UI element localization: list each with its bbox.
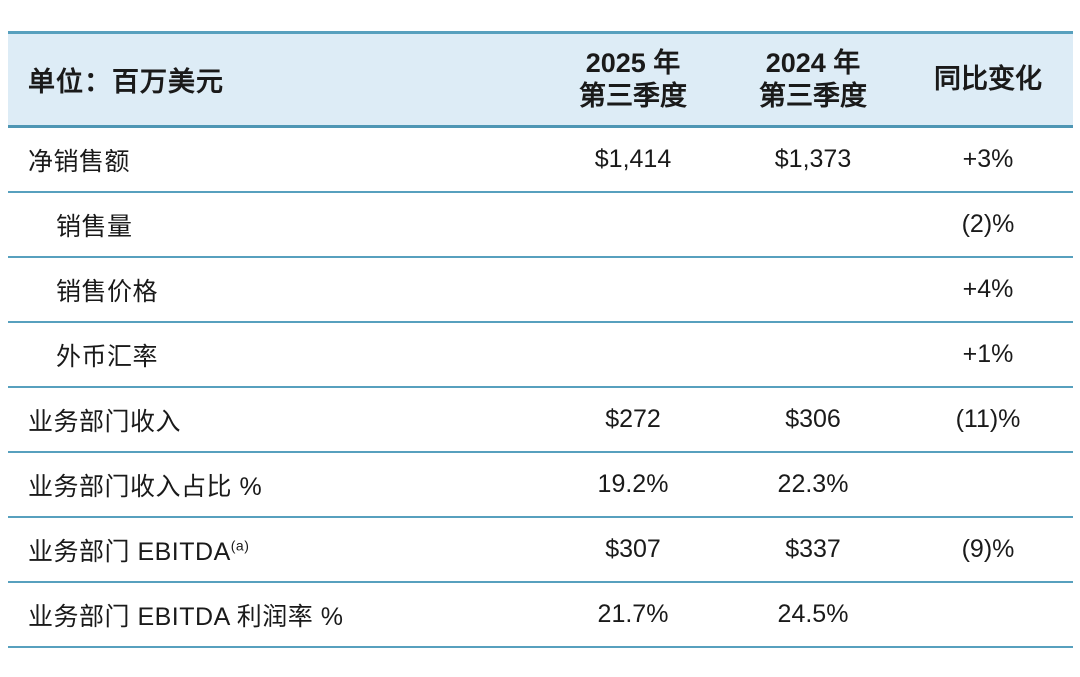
row-label: 销售量	[56, 212, 133, 241]
header-q3-2024: 2024 年 第三季度	[723, 47, 903, 113]
value-yoy-change: +3%	[962, 145, 1014, 173]
footnote-marker: (a)	[230, 537, 250, 554]
value-yoy-change: (11)%	[955, 405, 1021, 433]
table-row: 业务部门 EBITDA 利润率 % 21.7% 24.5%	[8, 583, 1073, 648]
table-row: 外币汇率 +1%	[8, 323, 1073, 388]
header-q3-2024-year: 2024 年	[765, 47, 861, 78]
value-q3-2025: $272	[605, 405, 661, 433]
value-q3-2025: $307	[605, 535, 661, 563]
header-q3-2025: 2025 年 第三季度	[543, 47, 723, 113]
value-q3-2024: $337	[785, 535, 841, 563]
header-q3-2025-quarter: 第三季度	[579, 80, 687, 111]
table-row: 销售量 (2)%	[8, 193, 1073, 258]
row-label: 业务部门收入	[28, 407, 182, 436]
value-yoy-change: (9)%	[961, 535, 1015, 563]
row-label: 销售价格	[56, 277, 159, 306]
value-q3-2024: 22.3%	[777, 470, 849, 498]
table-body: 净销售额 $1,414 $1,373 +3% 销售量 (2)% 销售价格 +4% 外币汇率 +1%…	[8, 128, 1073, 648]
table-row: 业务部门收入 $272 $306 (11)%	[8, 388, 1073, 453]
table-row: 净销售额 $1,414 $1,373 +3%	[8, 128, 1073, 193]
row-label: 业务部门 EBITDA(a)	[28, 537, 250, 566]
value-q3-2025: $1,414	[594, 145, 672, 173]
table-row: 业务部门收入占比 % 19.2% 22.3%	[8, 453, 1073, 518]
table-row: 销售价格 +4%	[8, 258, 1073, 323]
header-q3-2024-quarter: 第三季度	[759, 80, 867, 111]
value-yoy-change: +4%	[962, 275, 1014, 303]
row-label: 业务部门收入占比 %	[28, 472, 263, 501]
value-q3-2024: $1,373	[774, 145, 852, 173]
value-yoy-change: +1%	[962, 340, 1014, 368]
table-header-row: 单位：百万美元 2025 年 第三季度 2024 年 第三季度 同比变化	[8, 31, 1073, 128]
row-label: 净销售额	[28, 147, 131, 176]
value-q3-2025: 21.7%	[597, 600, 669, 628]
value-q3-2024: 24.5%	[777, 600, 849, 628]
financial-results-table: 单位：百万美元 2025 年 第三季度 2024 年 第三季度 同比变化 净销售…	[8, 31, 1073, 648]
row-label: 外币汇率	[56, 342, 159, 371]
header-yoy-change: 同比变化	[934, 64, 1042, 95]
value-yoy-change: (2)%	[961, 210, 1015, 238]
value-q3-2024: $306	[785, 405, 841, 433]
table-row: 业务部门 EBITDA(a) $307 $337 (9)%	[8, 518, 1073, 583]
value-q3-2025: 19.2%	[597, 470, 669, 498]
row-label: 业务部门 EBITDA 利润率 %	[28, 602, 344, 631]
header-q3-2025-year: 2025 年	[585, 47, 681, 78]
header-units-label: 单位：百万美元	[28, 67, 224, 97]
